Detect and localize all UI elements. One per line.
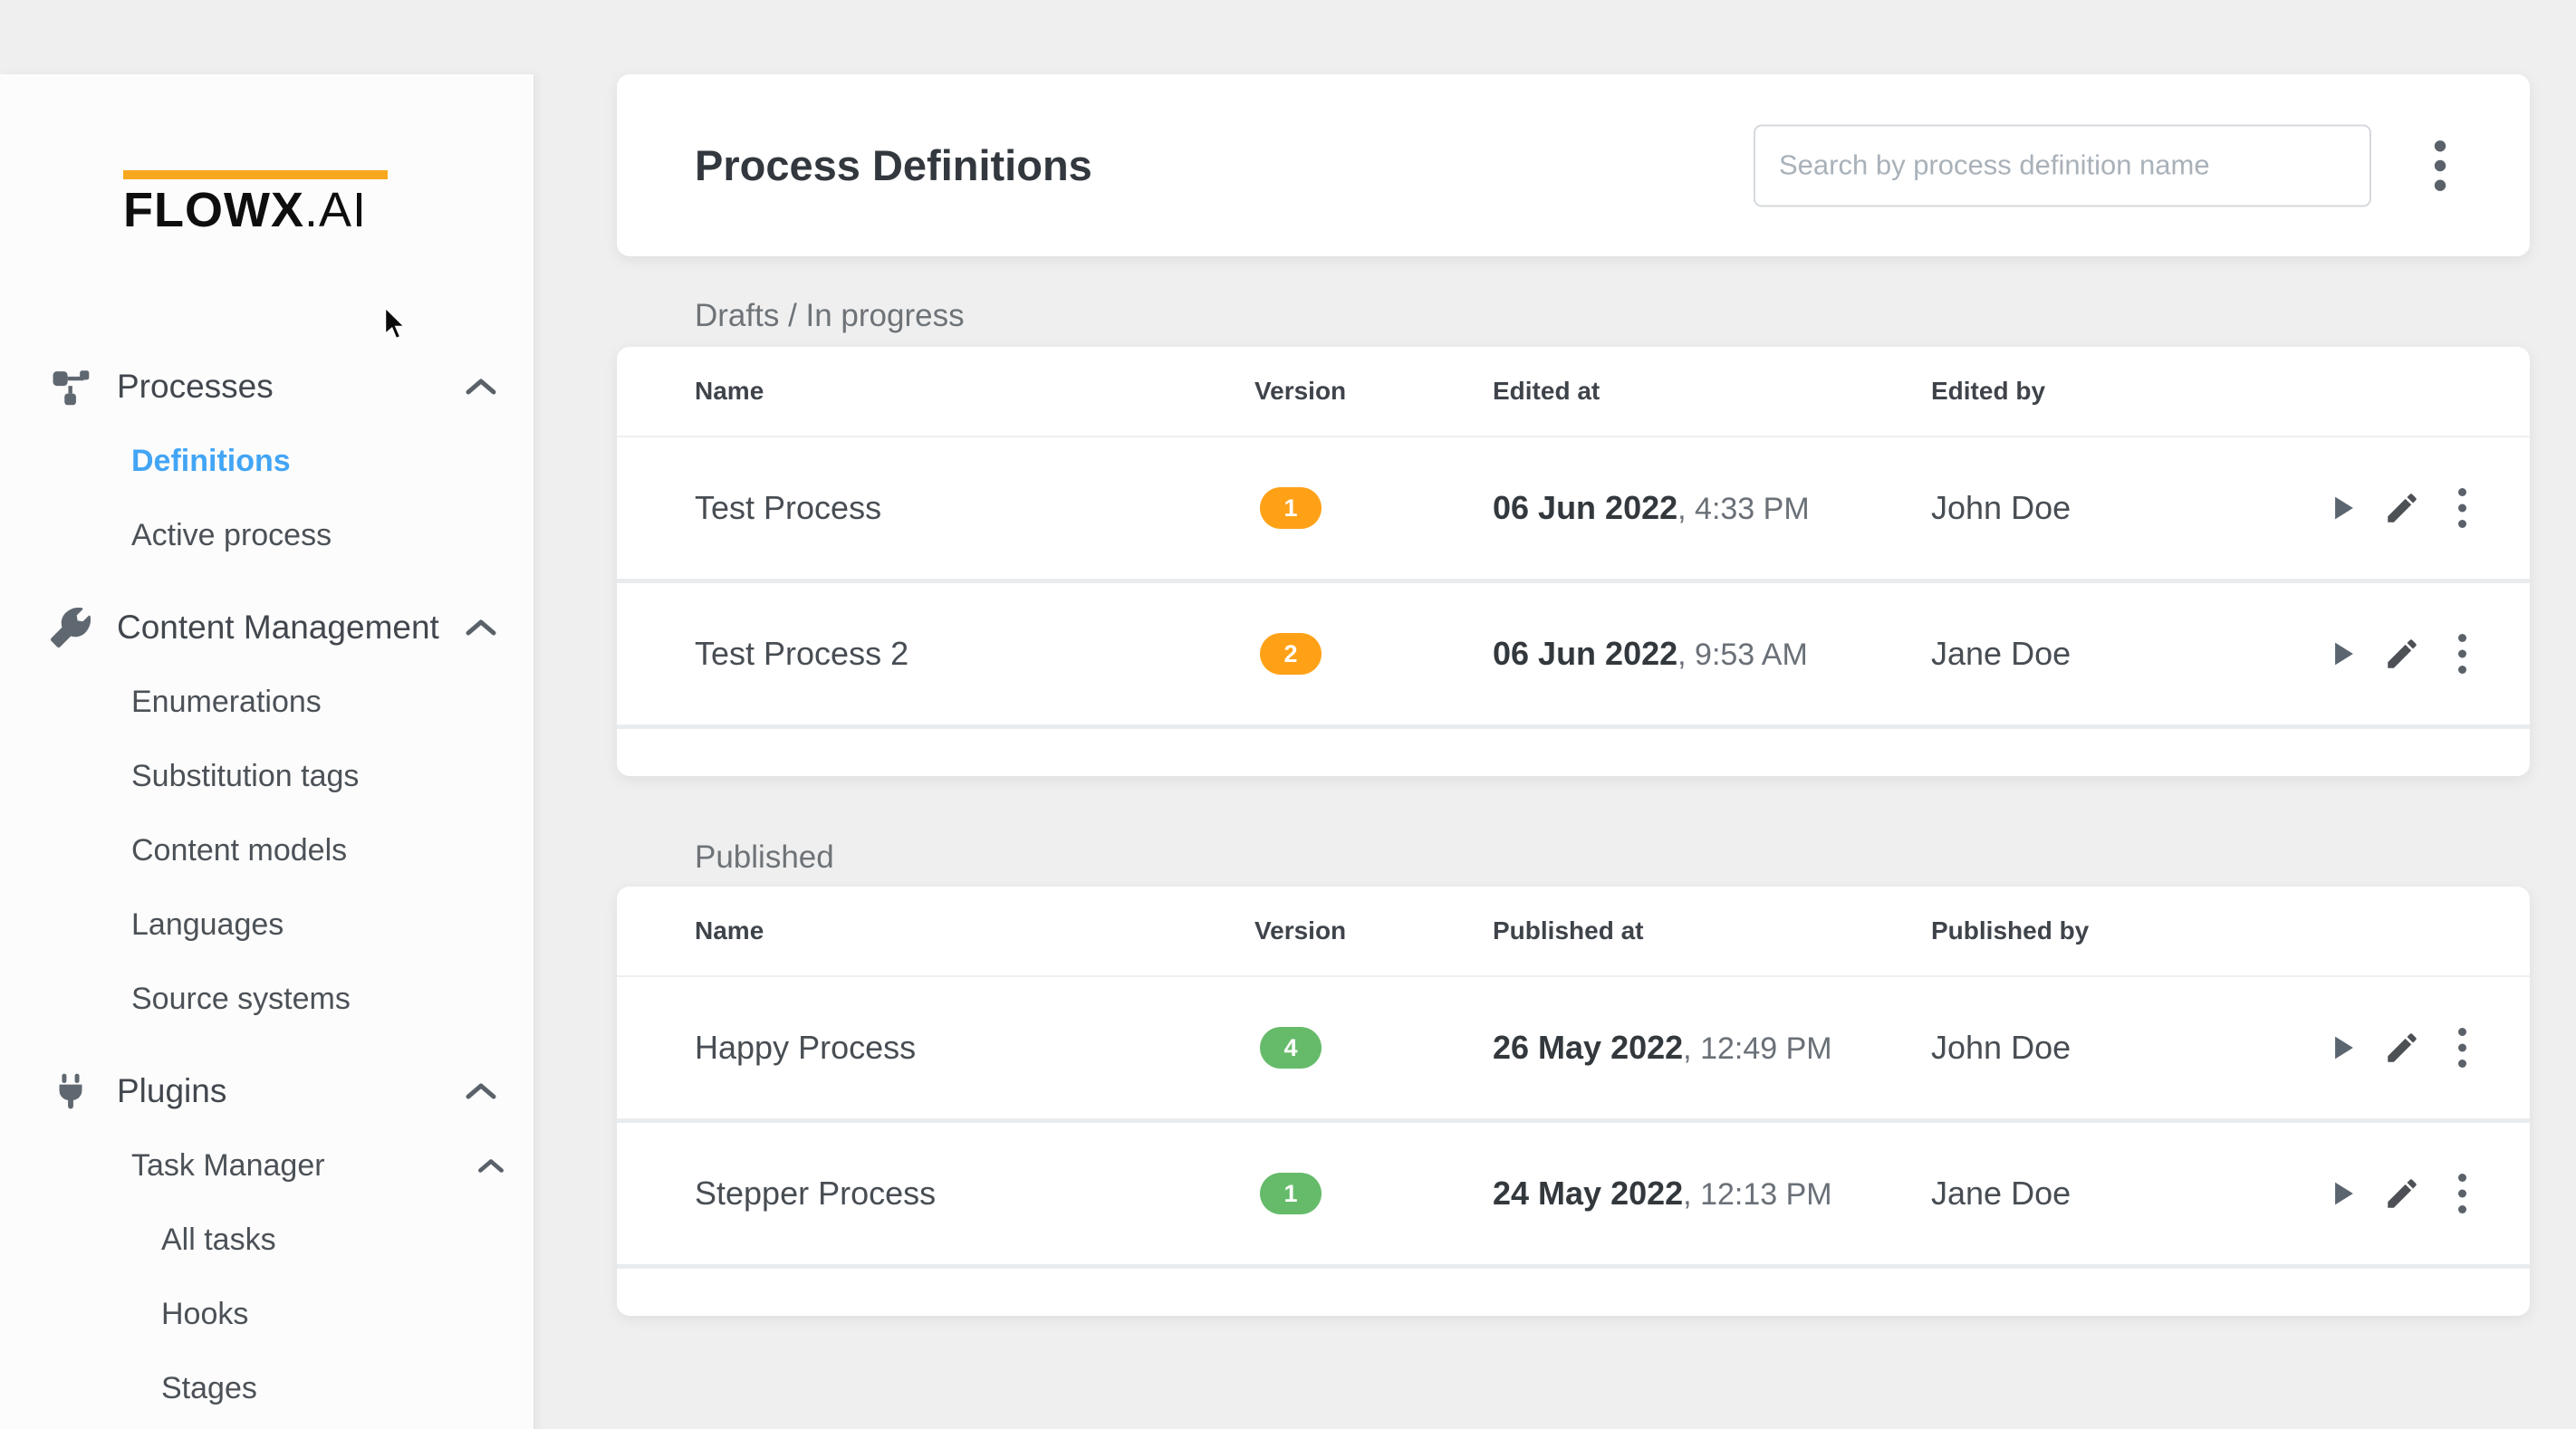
edit-process-button[interactable] (2381, 630, 2423, 677)
sidebar-item-source-systems[interactable]: Source systems (131, 981, 351, 1016)
sidebar-item-label: Definitions (131, 443, 291, 478)
version-badge: 1 (1260, 487, 1322, 529)
divider (617, 579, 2530, 583)
column-header-version: Version (1254, 377, 1347, 405)
sidebar-item-hooks[interactable]: Hooks (161, 1296, 249, 1331)
wrench-icon (50, 607, 91, 648)
flowx-logo: FLOWX.AI (123, 170, 388, 235)
process-name: Test Process 2 (695, 635, 909, 672)
table-header-row: Name Version Edited at Edited by (617, 347, 2530, 436)
column-header-version: Version (1254, 916, 1347, 945)
column-header-edited-by: Edited by (1931, 377, 2046, 405)
run-process-button[interactable] (2321, 1170, 2363, 1217)
sidebar-item-active-process[interactable]: Active process (0, 498, 534, 572)
sidebar-item-definitions[interactable]: Definitions (0, 424, 534, 498)
edit-process-button[interactable] (2381, 1170, 2423, 1217)
row-menu-button[interactable] (2441, 1170, 2483, 1217)
chevron-up-icon[interactable] (477, 1157, 505, 1175)
sidebar-item-stages[interactable]: Stages (161, 1370, 257, 1405)
sidebar-item-substitution-tags[interactable]: Substitution tags (131, 758, 360, 793)
published-at-value: 26 May 2022, 12:49 PM (1493, 1029, 1832, 1066)
logo-accent-bar (123, 170, 388, 179)
table-footer (617, 729, 2530, 776)
sidebar-item-task-manager[interactable]: Task Manager (0, 1128, 534, 1203)
page-title: Process Definitions (695, 141, 1092, 189)
process-name: Test Process (695, 489, 882, 526)
sidebar-item-languages[interactable]: Languages (131, 906, 284, 942)
divider (617, 1118, 2530, 1123)
plug-icon (50, 1070, 91, 1112)
run-process-button[interactable] (2321, 1024, 2363, 1071)
version-badge: 4 (1260, 1027, 1322, 1069)
sidebar-item-content-models[interactable]: Content models (131, 832, 348, 868)
sidebar-item-label: Plugins (117, 1072, 227, 1109)
edited-by-value: Jane Doe (1931, 635, 2071, 672)
table-footer (617, 1269, 2530, 1316)
column-header-published-at: Published at (1493, 916, 1644, 945)
published-at-value: 24 May 2022, 12:13 PM (1493, 1175, 1832, 1212)
sidebar-item-plugins[interactable]: Plugins (0, 1054, 534, 1128)
chevron-up-icon[interactable] (465, 1081, 497, 1101)
published-table: Name Version Published at Published by H… (617, 887, 2530, 1316)
version-badge: 2 (1260, 633, 1322, 675)
search-input[interactable] (1754, 124, 2371, 206)
chevron-up-icon[interactable] (465, 618, 497, 638)
published-by-value: John Doe (1931, 1029, 2071, 1066)
table-row[interactable]: Test Process 2 2 06 Jun 2022, 9:53 AM Ja… (617, 583, 2530, 724)
sidebar: FLOWX.AI Processes Definitions Active pr… (0, 74, 534, 1429)
sidebar-nav: Processes Definitions Active process Con… (0, 350, 534, 1429)
process-name: Happy Process (695, 1029, 917, 1066)
logo-text: FLOWX.AI (123, 183, 367, 237)
edit-process-button[interactable] (2381, 1024, 2423, 1071)
section-label-drafts: Drafts / In progress (695, 298, 965, 333)
sidebar-item-label: Processes (117, 368, 274, 405)
edited-by-value: John Doe (1931, 489, 2071, 526)
version-badge: 1 (1260, 1173, 1322, 1214)
table-row[interactable]: Test Process 1 06 Jun 2022, 4:33 PM John… (617, 437, 2530, 579)
column-header-name: Name (695, 916, 764, 945)
section-label-published: Published (695, 839, 834, 875)
row-menu-button[interactable] (2441, 1024, 2483, 1071)
edited-at-value: 06 Jun 2022, 4:33 PM (1493, 489, 1810, 526)
run-process-button[interactable] (2321, 484, 2363, 532)
column-header-published-by: Published by (1931, 916, 2090, 945)
divider (617, 1264, 2530, 1269)
workflow-icon (50, 366, 91, 408)
edit-process-button[interactable] (2381, 484, 2423, 532)
table-row[interactable]: Happy Process 4 26 May 2022, 12:49 PM Jo… (617, 977, 2530, 1118)
sidebar-item-label: Active process (131, 517, 332, 552)
divider (617, 436, 2530, 437)
sidebar-item-enumerations[interactable]: Enumerations (131, 684, 322, 719)
row-menu-button[interactable] (2441, 630, 2483, 677)
column-header-name: Name (695, 377, 764, 405)
divider (617, 975, 2530, 977)
edited-at-value: 06 Jun 2022, 9:53 AM (1493, 635, 1808, 672)
main-content: Process Definitions Drafts / In progress… (535, 74, 2576, 1316)
published-by-value: Jane Doe (1931, 1175, 2071, 1212)
chevron-up-icon[interactable] (465, 377, 497, 397)
sidebar-item-processes[interactable]: Processes (0, 350, 534, 424)
header-menu-button[interactable] (2414, 134, 2466, 197)
table-header-row: Name Version Published at Published by (617, 887, 2530, 975)
sidebar-item-content-management[interactable]: Content Management (0, 590, 534, 665)
process-name: Stepper Process (695, 1175, 937, 1212)
sidebar-item-all-tasks[interactable]: All tasks (161, 1222, 276, 1257)
column-header-edited-at: Edited at (1493, 377, 1600, 405)
page-header-card: Process Definitions (617, 74, 2530, 256)
sidebar-item-label: Content Management (117, 609, 439, 646)
drafts-table: Name Version Edited at Edited by Test Pr… (617, 347, 2530, 776)
table-row[interactable]: Stepper Process 1 24 May 2022, 12:13 PM … (617, 1123, 2530, 1264)
row-menu-button[interactable] (2441, 484, 2483, 532)
run-process-button[interactable] (2321, 630, 2363, 677)
divider (617, 724, 2530, 729)
